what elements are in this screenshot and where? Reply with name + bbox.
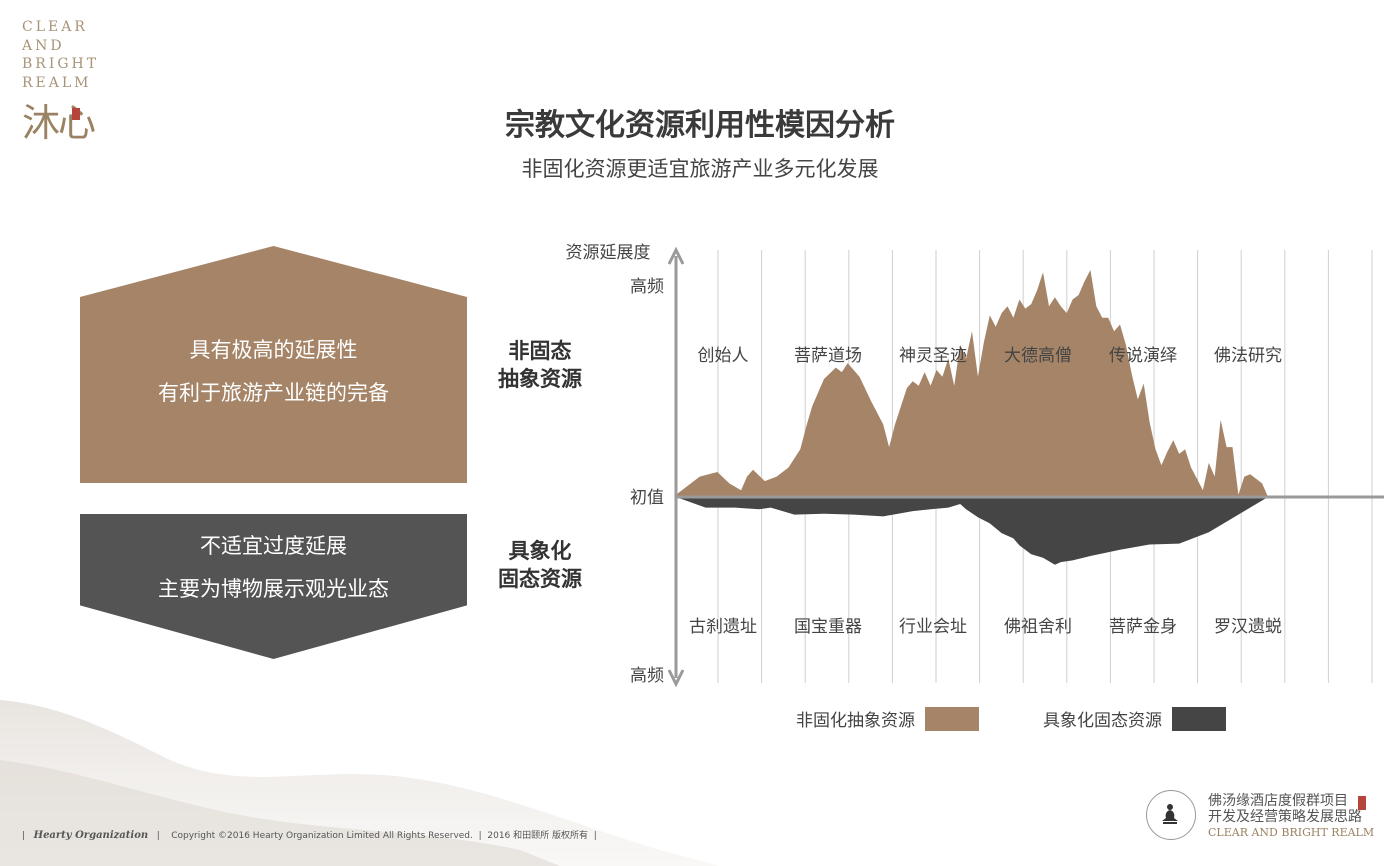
footer-rights: 2016 和田颐所 版权所有 bbox=[487, 831, 589, 841]
panel-line: 主要为博物展示观光业态 bbox=[158, 576, 389, 601]
legend-swatch bbox=[925, 706, 979, 731]
logo-english: CLEAR AND BRIGHT REALM bbox=[22, 19, 100, 91]
category-label-top: 创始人 bbox=[698, 346, 749, 366]
concrete-resource-label: 具象化 固态资源 bbox=[480, 537, 600, 593]
category-label-top: 大德高僧 bbox=[1004, 346, 1072, 366]
y-tick-top: 高频 bbox=[630, 277, 664, 297]
y-tick-bottom: 高频 bbox=[630, 666, 664, 686]
area-series-abstract bbox=[676, 270, 1268, 497]
footer-copyright: Copyright ©2016 Hearty Organization Limi… bbox=[171, 831, 473, 841]
category-label-top: 菩萨道场 bbox=[794, 346, 862, 366]
stamp-line: 开发及经营策略发展思路 bbox=[1208, 809, 1362, 825]
y-axis-label: 资源延展度 bbox=[566, 243, 651, 263]
category-label-top: 佛法研究 bbox=[1214, 346, 1282, 366]
meditation-logo-icon bbox=[1146, 790, 1196, 840]
logo-seal-icon bbox=[72, 108, 80, 120]
label-line: 具象化 bbox=[508, 539, 572, 563]
category-label-bottom: 古刹遗址 bbox=[689, 617, 757, 637]
legend-label: 具象化固态资源 bbox=[1043, 711, 1162, 731]
y-axis-arrow-up bbox=[667, 246, 685, 265]
category-label-bottom: 佛祖舍利 bbox=[1004, 617, 1072, 637]
meditating-figure-icon bbox=[1162, 804, 1178, 824]
y-tick-origin: 初值 bbox=[630, 488, 664, 508]
abstract-resource-panel: 具有极高的延展性 有利于旅游产业链的完备 bbox=[80, 246, 467, 483]
category-label-top: 传说演绎 bbox=[1109, 346, 1177, 366]
legend-label: 非固化抽象资源 bbox=[796, 711, 915, 731]
category-label-bottom: 行业会址 bbox=[899, 617, 967, 637]
panel-line: 具有极高的延展性 bbox=[189, 337, 358, 362]
panel-line: 有利于旅游产业链的完备 bbox=[158, 380, 389, 405]
label-line: 固态资源 bbox=[498, 567, 582, 591]
footer: | Hearty Organization | Copyright ©2016 … bbox=[22, 830, 597, 841]
label-line: 非固态 bbox=[508, 339, 572, 363]
area-series-concrete bbox=[676, 497, 1268, 565]
stamp-english: CLEAR AND BRIGHT REALM bbox=[1208, 826, 1375, 839]
brand-logo: CLEAR AND BRIGHT REALM 沐心 bbox=[22, 18, 99, 147]
legend-swatch bbox=[1172, 706, 1226, 731]
category-label-bottom: 国宝重器 bbox=[794, 617, 862, 637]
category-label-bottom: 罗汉遗蜕 bbox=[1214, 617, 1282, 637]
stamp-seal-icon bbox=[1358, 796, 1366, 810]
panel-line: 不适宜过度延展 bbox=[200, 533, 347, 558]
legend-item-abstract: 非固化抽象资源 bbox=[796, 706, 979, 731]
abstract-resource-label: 非固态 抽象资源 bbox=[480, 337, 600, 393]
category-label-bottom: 菩萨金身 bbox=[1109, 617, 1177, 637]
legend-item-concrete: 具象化固态资源 bbox=[1043, 706, 1226, 731]
label-line: 抽象资源 bbox=[498, 367, 582, 391]
logo-chinese: 沐心 bbox=[22, 101, 96, 145]
page-subtitle: 非固化资源更适宜旅游产业多元化发展 bbox=[521, 157, 879, 181]
stamp-line: 佛汤缘酒店度假群项目 bbox=[1208, 793, 1348, 809]
footer-brand: Hearty Organization bbox=[33, 830, 149, 841]
y-axis-arrow-down bbox=[667, 669, 685, 688]
page-title: 宗教文化资源利用性模因分析 bbox=[505, 108, 895, 143]
project-stamp: 佛汤缘酒店度假群项目 开发及经营策略发展思路 CLEAR AND BRIGHT … bbox=[1208, 793, 1374, 841]
category-label-top: 神灵圣迹 bbox=[899, 346, 967, 366]
